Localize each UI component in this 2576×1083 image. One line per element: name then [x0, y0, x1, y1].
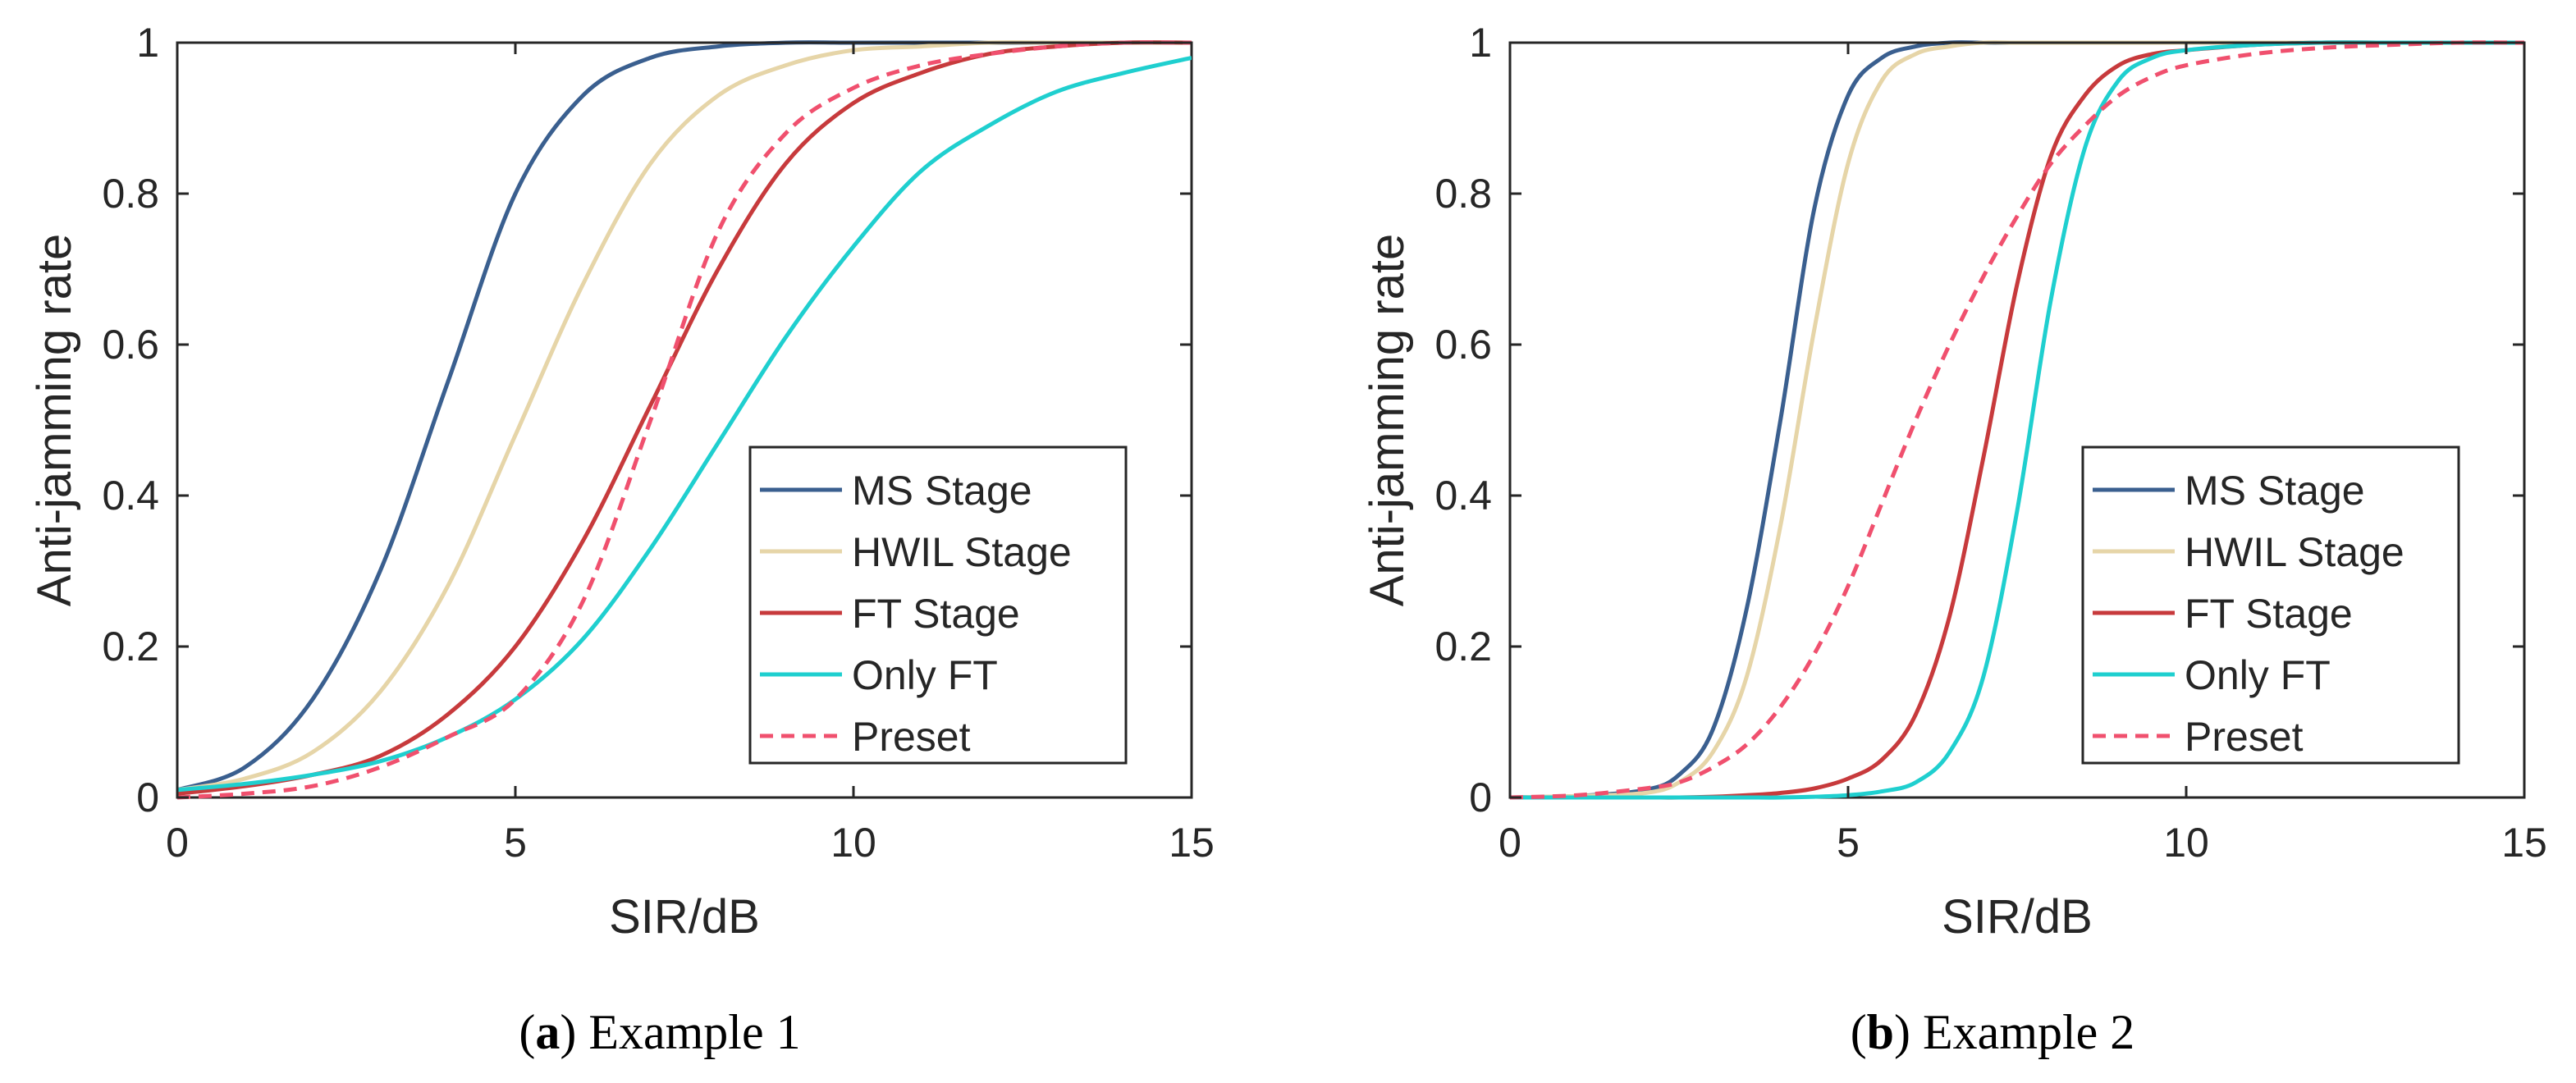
- x-tick-label: 10: [830, 820, 876, 866]
- legend-label: MS Stage: [2185, 468, 2365, 514]
- y-tick-label: 0.6: [102, 322, 159, 368]
- series-line-ft-stage: [177, 40, 1192, 796]
- y-tick-label: 0.6: [1434, 322, 1492, 368]
- series-line-preset: [177, 40, 1192, 800]
- y-tick-label: 0: [1469, 775, 1492, 820]
- caption-close-paren: ): [1894, 1005, 1923, 1059]
- caption: (b) Example 2: [1851, 1005, 2135, 1059]
- legend: MS Stage HWIL Stage FT Stage Only FT Preset: [748, 446, 1128, 765]
- x-axis-label: SIR/dB: [609, 890, 760, 944]
- legend-label: Preset: [2185, 714, 2304, 760]
- legend-label: FT Stage: [2185, 591, 2353, 637]
- caption-text: Example 2: [1923, 1005, 2134, 1059]
- legend-box: [2081, 446, 2460, 765]
- x-tick-label: 15: [1169, 820, 1215, 866]
- x-tick-label: 0: [1498, 820, 1521, 866]
- legend-label: Only FT: [852, 652, 998, 698]
- y-tick-label: 0.4: [102, 473, 159, 519]
- caption-text: Example 1: [588, 1005, 800, 1059]
- x-axis-label: SIR/dB: [1942, 890, 2093, 944]
- y-tick-label: 0.8: [102, 171, 159, 217]
- y-tick-label: 0.8: [1434, 171, 1492, 217]
- caption-close-paren: ): [560, 1005, 588, 1059]
- legend-label: Only FT: [2185, 652, 2331, 698]
- caption-open-paren: (: [1851, 1005, 1867, 1059]
- caption-letter: a: [535, 1005, 560, 1059]
- caption-letter: b: [1867, 1005, 1894, 1059]
- y-axis-label: Anti-jamming rate: [28, 234, 81, 606]
- y-tick-label: 1: [136, 20, 159, 66]
- legend-label: MS Stage: [852, 468, 1032, 514]
- y-tick-label: 1: [1469, 20, 1492, 66]
- legend-label: Preset: [852, 714, 971, 760]
- legend: MS Stage HWIL Stage FT Stage Only FT Preset: [2081, 446, 2460, 765]
- x-tick-label: 5: [1837, 820, 1860, 866]
- y-tick-label: 0: [136, 775, 159, 820]
- y-tick-label: 0.2: [102, 624, 159, 669]
- y-tick-label: 0.2: [1434, 624, 1492, 669]
- x-tick-label: 15: [2501, 820, 2547, 866]
- series-line-only-ft: [1510, 40, 2524, 800]
- x-tick-label: 5: [504, 820, 527, 866]
- legend-box: [748, 446, 1128, 765]
- caption-open-paren: (: [519, 1005, 535, 1059]
- legend-label: HWIL Stage: [2185, 529, 2404, 575]
- series-line-preset: [1510, 40, 2524, 800]
- x-tick-label: 0: [166, 820, 189, 866]
- legend-label: FT Stage: [852, 591, 1020, 637]
- chart-panel-1: 0 5 10 15 0 0.2 0.4 0.6 0.8 1 SIR/dB Anti-jamming r…: [28, 20, 1215, 1059]
- series-line-only-ft: [177, 55, 1192, 793]
- y-tick-label: 0.4: [1434, 473, 1492, 519]
- chart-panel-2: 0 5 10 15 0 0.2 0.4 0.6 0.8 1 SIR/dB Anti-jamming r…: [1361, 20, 2547, 1059]
- legend-label: HWIL Stage: [852, 529, 1072, 575]
- caption: (a) Example 1: [519, 1005, 800, 1059]
- x-tick-label: 10: [2163, 820, 2209, 866]
- y-axis-label: Anti-jamming rate: [1361, 234, 1414, 606]
